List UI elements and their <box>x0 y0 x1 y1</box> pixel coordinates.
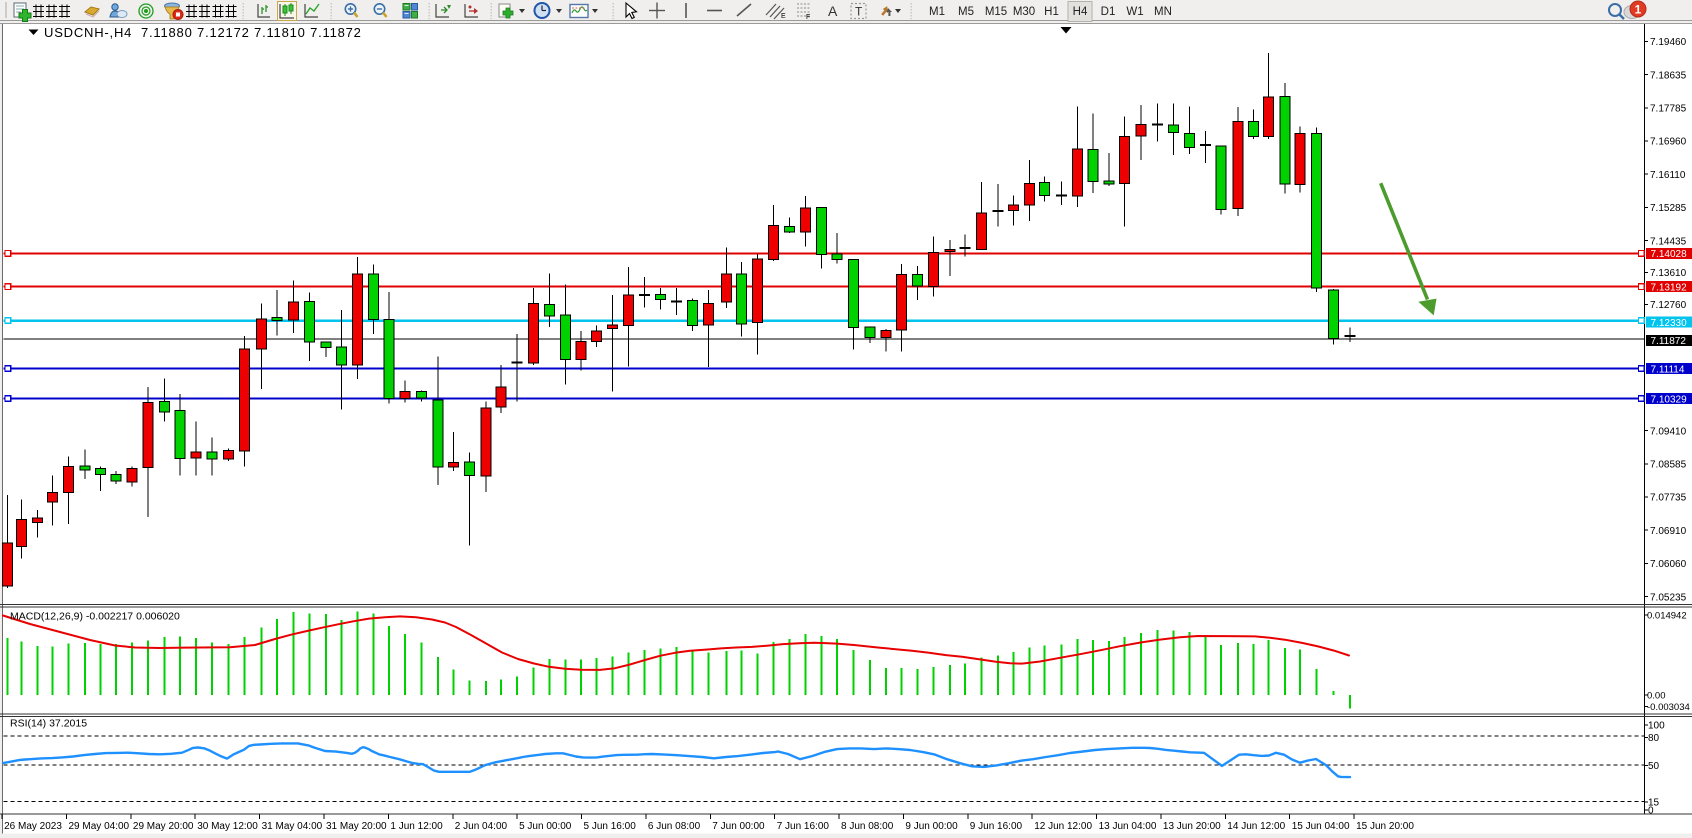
svg-text:7.16960: 7.16960 <box>1650 137 1687 148</box>
svg-text:6 Jun 08:00: 6 Jun 08:00 <box>648 821 701 832</box>
svg-text:50: 50 <box>1648 761 1660 772</box>
svg-text:M15: M15 <box>985 6 1007 18</box>
svg-text:7.10329: 7.10329 <box>1651 394 1688 405</box>
svg-text:7.09410: 7.09410 <box>1650 426 1687 437</box>
svg-text:7.06910: 7.06910 <box>1650 526 1687 537</box>
svg-text:MACD(12,26,9) -0.002217 0.0060: MACD(12,26,9) -0.002217 0.006020 <box>10 611 180 623</box>
svg-text:13 Jun 20:00: 13 Jun 20:00 <box>1163 821 1221 832</box>
svg-text:7.12330: 7.12330 <box>1651 318 1688 329</box>
svg-text:W1: W1 <box>1126 6 1143 18</box>
svg-text:0: 0 <box>1648 806 1654 817</box>
svg-text:31 May 04:00: 31 May 04:00 <box>262 821 323 832</box>
svg-text:14 Jun 12:00: 14 Jun 12:00 <box>1227 821 1285 832</box>
svg-text:1: 1 <box>1635 3 1642 17</box>
svg-text:T: T <box>855 5 863 19</box>
svg-text:100: 100 <box>1648 721 1665 732</box>
svg-text:MN: MN <box>1154 6 1172 18</box>
svg-text:30 May 12:00: 30 May 12:00 <box>197 821 258 832</box>
svg-text:5 Jun 00:00: 5 Jun 00:00 <box>519 821 572 832</box>
svg-text:H4: H4 <box>1073 6 1088 18</box>
svg-text:7.18635: 7.18635 <box>1650 70 1687 81</box>
svg-text:H1: H1 <box>1044 6 1059 18</box>
svg-text:-0.003034: -0.003034 <box>1647 702 1690 713</box>
svg-text:7.15285: 7.15285 <box>1650 203 1687 214</box>
svg-text:8 Jun 08:00: 8 Jun 08:00 <box>841 821 894 832</box>
svg-text:7.17785: 7.17785 <box>1650 104 1687 115</box>
svg-text:M1: M1 <box>929 6 945 18</box>
svg-text:31 May 20:00: 31 May 20:00 <box>326 821 387 832</box>
svg-text:7 Jun 00:00: 7 Jun 00:00 <box>712 821 765 832</box>
svg-text:M30: M30 <box>1013 6 1035 18</box>
svg-text:RSI(14) 37.2015: RSI(14) 37.2015 <box>10 718 87 730</box>
svg-text:7.08585: 7.08585 <box>1650 460 1687 471</box>
svg-text:80: 80 <box>1648 733 1660 744</box>
svg-text:D1: D1 <box>1101 6 1116 18</box>
svg-text:7 Jun 16:00: 7 Jun 16:00 <box>777 821 830 832</box>
svg-text:0.014942: 0.014942 <box>1647 611 1687 622</box>
svg-text:7.11114: 7.11114 <box>1651 364 1685 375</box>
svg-text:1 Jun 12:00: 1 Jun 12:00 <box>390 821 443 832</box>
svg-text:USDCNH-,H4 7.11880 7.12172 7.: USDCNH-,H4 7.11880 7.12172 7.11810 7.118… <box>44 25 362 40</box>
svg-text:F: F <box>806 14 810 21</box>
svg-text:29 May 20:00: 29 May 20:00 <box>133 821 194 832</box>
svg-text:7.07735: 7.07735 <box>1650 493 1687 504</box>
svg-text:7.14435: 7.14435 <box>1650 236 1687 247</box>
svg-text:7.05235: 7.05235 <box>1650 592 1687 603</box>
svg-text:9 Jun 00:00: 9 Jun 00:00 <box>905 821 958 832</box>
svg-text:12 Jun 12:00: 12 Jun 12:00 <box>1034 821 1092 832</box>
svg-text:15 Jun 20:00: 15 Jun 20:00 <box>1356 821 1414 832</box>
svg-text:7.19460: 7.19460 <box>1650 37 1687 48</box>
svg-text:7.13610: 7.13610 <box>1650 268 1687 279</box>
svg-text:15: 15 <box>1648 798 1660 809</box>
svg-text:7.12760: 7.12760 <box>1650 300 1687 311</box>
svg-text:15 Jun 04:00: 15 Jun 04:00 <box>1292 821 1350 832</box>
svg-text:A: A <box>828 3 838 19</box>
svg-text:M5: M5 <box>958 6 974 18</box>
svg-text:2 Jun 04:00: 2 Jun 04:00 <box>455 821 508 832</box>
svg-text:29 May 04:00: 29 May 04:00 <box>69 821 130 832</box>
svg-text:E: E <box>781 13 786 20</box>
svg-text:7.06060: 7.06060 <box>1650 559 1687 570</box>
svg-text:13 Jun 04:00: 13 Jun 04:00 <box>1099 821 1157 832</box>
svg-text:7.16110: 7.16110 <box>1650 170 1686 181</box>
svg-text:7.14028: 7.14028 <box>1651 249 1688 260</box>
svg-text:9 Jun 16:00: 9 Jun 16:00 <box>970 821 1023 832</box>
svg-text:5 Jun 16:00: 5 Jun 16:00 <box>584 821 637 832</box>
svg-text:26 May 2023: 26 May 2023 <box>4 821 62 832</box>
svg-text:7.13192: 7.13192 <box>1651 283 1688 294</box>
svg-text:7.11872: 7.11872 <box>1651 336 1687 347</box>
svg-text:0.00: 0.00 <box>1647 691 1666 702</box>
